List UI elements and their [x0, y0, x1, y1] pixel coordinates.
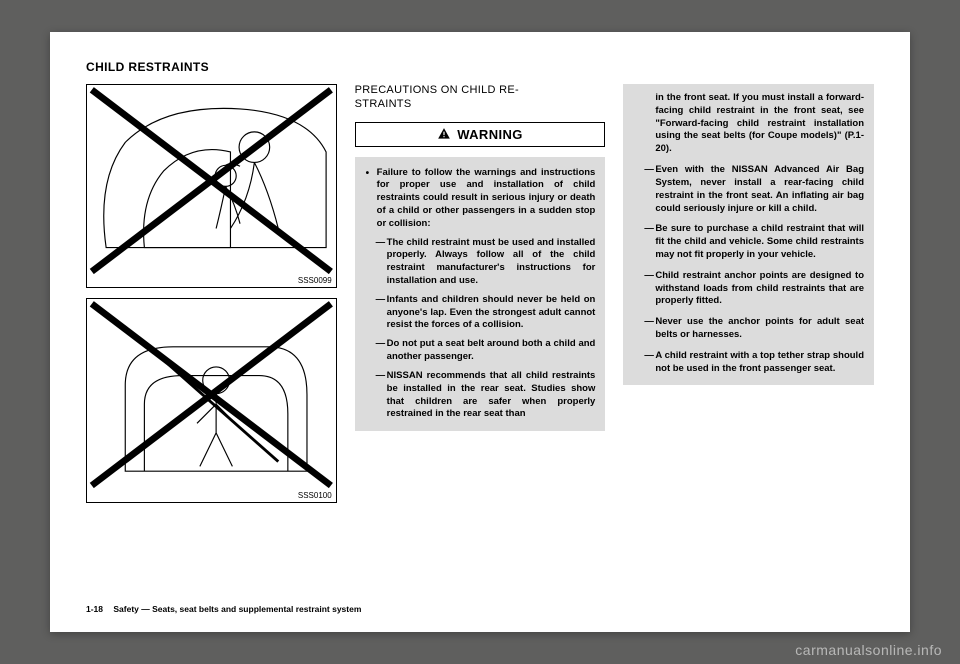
warning-item-5: Even with the NISSAN Advanced Air Bag Sy… [633, 164, 864, 215]
figure-1-label: SSS0099 [87, 276, 336, 287]
column-continued: in the front seat. If you must install a… [623, 84, 874, 564]
warning-item-6: Be sure to purchase a child restraint th… [633, 223, 864, 261]
page-number: 1-18 [86, 604, 103, 614]
warning-item-4: NISSAN recommends that all child restrai… [365, 370, 596, 421]
warning-continued-block: in the front seat. If you must install a… [623, 84, 874, 385]
warning-continued: in the front seat. If you must install a… [633, 92, 864, 156]
warning-label: WARNING [457, 127, 523, 142]
figure-1-illustration [87, 85, 336, 276]
warning-intro: Failure to follow the warnings and instr… [365, 167, 596, 231]
figure-2-illustration [87, 299, 336, 490]
warning-banner: WARNING [355, 122, 606, 147]
content-columns: SSS0099 SSS0100 [86, 84, 874, 564]
manual-page: CHILD RESTRAINTS [50, 32, 910, 632]
warning-icon [437, 127, 451, 141]
footer-section-title: Safety — Seats, seat belts and supplemen… [113, 604, 361, 614]
warning-item-1: The child restraint must be used and ins… [365, 237, 596, 288]
precautions-heading: PRECAUTIONS ON CHILD RE- STRAINTS [355, 84, 606, 112]
section-heading: CHILD RESTRAINTS [86, 60, 874, 74]
column-warning: PRECAUTIONS ON CHILD RE- STRAINTS WARNIN… [355, 84, 606, 564]
warning-item-3: Do not put a seat belt around both a chi… [365, 338, 596, 364]
warning-item-7: Child restraint anchor points are design… [633, 270, 864, 308]
watermark: carmanualsonline.info [795, 642, 942, 658]
warning-item-2: Infants and children should never be hel… [365, 294, 596, 332]
page-footer: 1-18 Safety — Seats, seat belts and supp… [86, 604, 361, 614]
warning-text-block: Failure to follow the warnings and instr… [355, 157, 606, 432]
warning-item-8: Never use the anchor points for adult se… [633, 316, 864, 342]
warning-item-9: A child restraint with a top tether stra… [633, 350, 864, 376]
figure-1: SSS0099 [86, 84, 337, 288]
figure-2: SSS0100 [86, 298, 337, 502]
column-figures: SSS0099 SSS0100 [86, 84, 337, 564]
figure-2-label: SSS0100 [87, 491, 336, 502]
